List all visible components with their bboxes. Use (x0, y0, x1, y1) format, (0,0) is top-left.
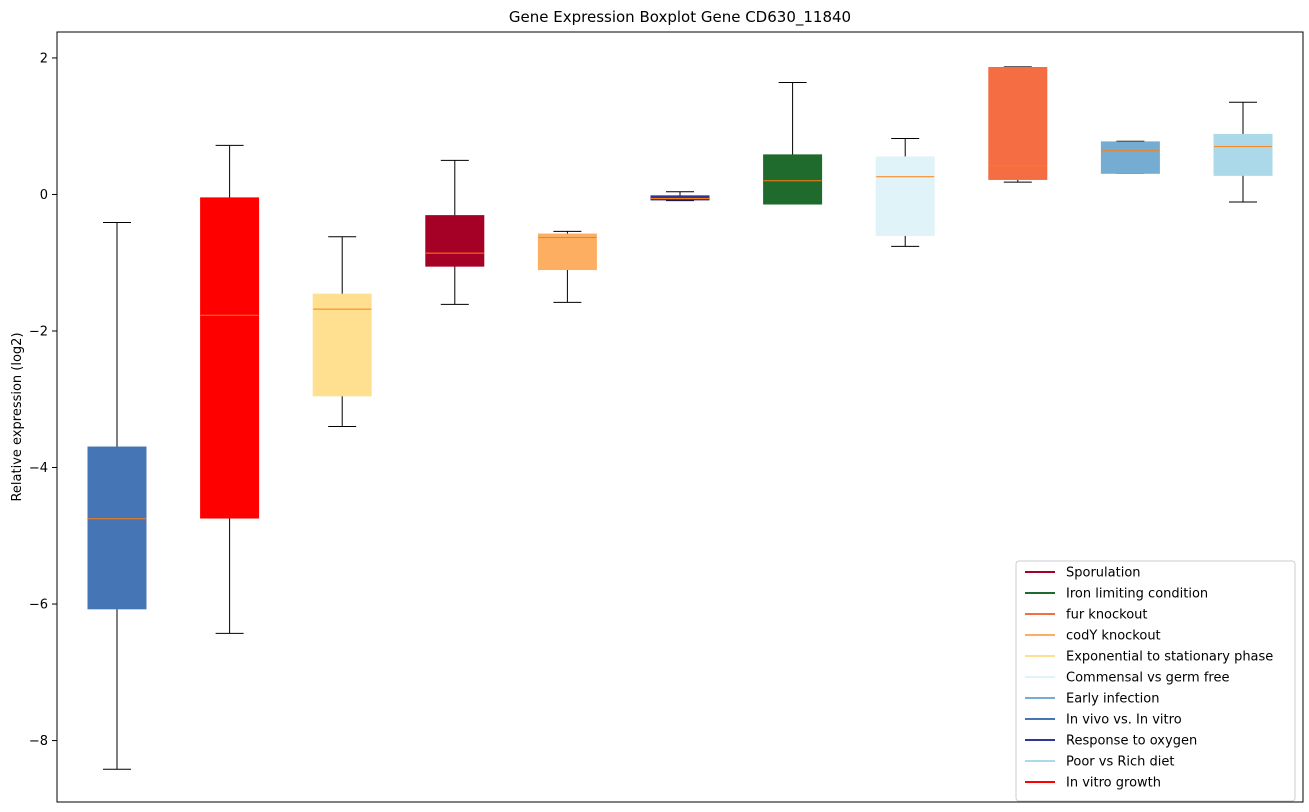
box-body (312, 293, 372, 397)
legend-item: Response to oxygen (1025, 734, 1197, 749)
legend-label: codY knockout (1066, 629, 1161, 644)
box-exponential-to-stationary-phase (312, 236, 372, 428)
y-tick-label: 2 (40, 51, 48, 66)
legend-label: Response to oxygen (1066, 734, 1197, 749)
y-axis: −8 −6 −4 −2 0 2 (29, 51, 57, 749)
box-body (425, 215, 485, 267)
box-body (1100, 141, 1160, 174)
legend-item: Sporulation (1025, 566, 1141, 581)
y-axis-label: Relative expression (log2) (10, 332, 25, 501)
box-body (200, 197, 260, 519)
legend-item: Early infection (1025, 692, 1159, 707)
y-tick-label: −2 (29, 324, 48, 339)
legend-label: Early infection (1066, 692, 1159, 707)
legend-item: Iron limiting condition (1025, 587, 1208, 602)
legend-label: Exponential to stationary phase (1066, 650, 1273, 665)
legend-item: fur knockout (1025, 608, 1148, 623)
box-body (650, 195, 710, 201)
legend-label: Poor vs Rich diet (1066, 755, 1174, 770)
legend-label: Iron limiting condition (1066, 587, 1208, 602)
box-commensal-vs-germ-free (875, 137, 935, 247)
legend-label: In vivo vs. In vitro (1066, 713, 1182, 728)
y-tick-label: −8 (29, 734, 48, 749)
box-fur-knockout (988, 66, 1048, 183)
legend: Sporulation Iron limiting condition fur kn… (1015, 560, 1296, 802)
legend-item: In vivo vs. In vitro (1025, 713, 1182, 728)
legend-frame (1015, 560, 1296, 802)
box-sporulation (425, 159, 485, 305)
legend-item: In vitro growth (1025, 776, 1161, 791)
box-body (875, 156, 935, 236)
boxes-group (87, 66, 1273, 770)
legend-label: fur knockout (1066, 608, 1148, 623)
box-body (1213, 133, 1273, 176)
y-tick-label: −4 (29, 461, 48, 476)
legend-item: Poor vs Rich diet (1025, 755, 1174, 770)
box-early-infection (1100, 140, 1160, 174)
legend-label: Commensal vs germ free (1066, 671, 1229, 686)
chart-title: Gene Expression Boxplot Gene CD630_11840 (509, 8, 851, 27)
box-in-vivo-vs-in-vitro (87, 221, 147, 770)
box-iron-limiting-condition (763, 82, 823, 205)
box-body (87, 446, 147, 610)
box-body (763, 154, 823, 205)
legend-label: Sporulation (1066, 566, 1141, 581)
y-tick-label: 0 (40, 188, 48, 203)
legend-label: In vitro growth (1066, 776, 1161, 791)
legend-item: codY knockout (1025, 629, 1161, 644)
box-in-vitro-growth (200, 144, 260, 634)
box-body (537, 233, 597, 271)
box-poor-vs-rich-diet (1213, 101, 1273, 203)
y-tick-label: −6 (29, 598, 48, 613)
legend-item: Commensal vs germ free (1025, 671, 1229, 686)
legend-item: Exponential to stationary phase (1025, 650, 1273, 665)
plot-frame (56, 31, 1304, 803)
box-response-to-oxygen (650, 191, 710, 202)
box-cody-knockout (537, 230, 597, 303)
box-body (988, 66, 1048, 180)
